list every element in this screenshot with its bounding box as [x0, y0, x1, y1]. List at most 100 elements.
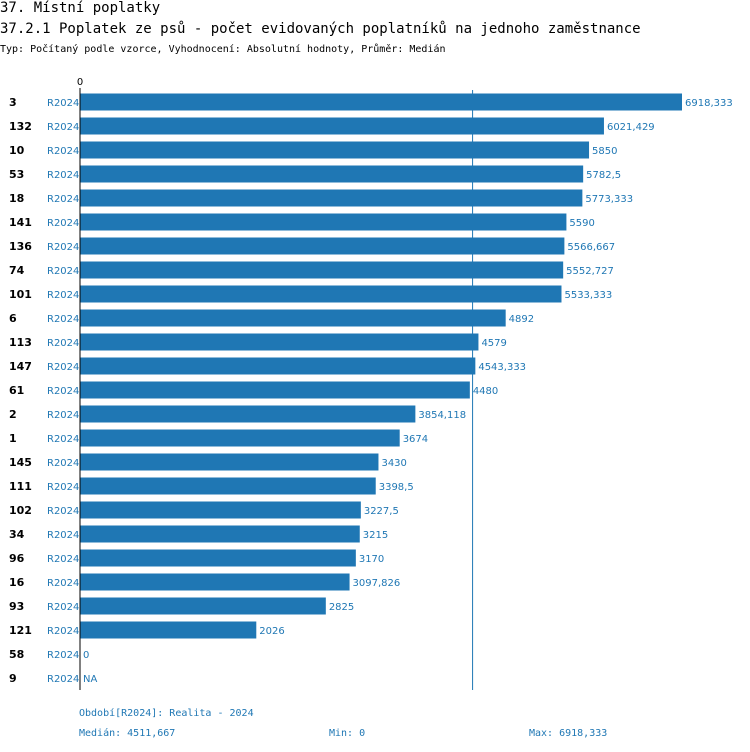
row-id-label: 121 — [9, 624, 32, 637]
row-series-label: R2024 — [47, 530, 79, 541]
row-series-label: R2024 — [47, 266, 79, 277]
footer-period: Období[R2024]: Realita - 2024 — [79, 708, 254, 719]
bar-value-label: 6021,429 — [607, 122, 655, 133]
row-id-label: 6 — [9, 312, 17, 325]
row-series-label: R2024 — [47, 194, 79, 205]
row-series-label: R2024 — [47, 290, 79, 301]
bar — [80, 285, 562, 303]
row-series-label: R2024 — [47, 410, 79, 421]
bar-value-label: 3170 — [359, 554, 384, 565]
row-series-label: R2024 — [47, 626, 79, 637]
bar — [80, 333, 479, 351]
bar-value-label: NA — [83, 674, 97, 685]
row-id-label: 101 — [9, 288, 32, 301]
bar — [80, 501, 361, 519]
bar-value-label: 3430 — [381, 458, 406, 469]
row-id-label: 132 — [9, 120, 32, 133]
bar-value-label: 5850 — [592, 146, 617, 157]
bar-value-label: 2026 — [259, 626, 284, 637]
footer-max: Max: 6918,333 — [529, 728, 608, 739]
bar — [80, 93, 682, 111]
bar-value-label: 6918,333 — [685, 98, 733, 109]
row-series-label: R2024 — [47, 602, 79, 613]
bar-value-label: 5552,727 — [566, 266, 614, 277]
row-id-label: 145 — [9, 456, 32, 469]
row-id-label: 10 — [9, 144, 25, 157]
row-series-label: R2024 — [47, 434, 79, 445]
bar-value-label: 4480 — [473, 386, 498, 397]
bar — [80, 237, 565, 255]
bar — [80, 165, 584, 183]
row-series-label: R2024 — [47, 386, 79, 397]
row-series-label: R2024 — [47, 674, 79, 685]
row-series-label: R2024 — [47, 362, 79, 373]
row-id-label: 113 — [9, 336, 32, 349]
bar — [80, 189, 583, 207]
bar — [80, 357, 476, 375]
bar-value-label: 3674 — [403, 434, 428, 445]
row-series-label: R2024 — [47, 338, 79, 349]
bar-value-label: 5566,667 — [567, 242, 615, 253]
row-id-label: 34 — [9, 528, 25, 541]
row-id-label: 58 — [9, 648, 24, 661]
bar — [80, 477, 376, 495]
bar — [80, 621, 257, 639]
bar-value-label: 0 — [83, 650, 89, 661]
bar-value-label: 3854,118 — [418, 410, 466, 421]
bar — [80, 597, 326, 615]
row-series-label: R2024 — [47, 554, 79, 565]
row-series-label: R2024 — [47, 242, 79, 253]
bar — [80, 549, 356, 567]
row-id-label: 147 — [9, 360, 32, 373]
section-title: 37. Místní poplatky — [0, 0, 161, 16]
row-series-label: R2024 — [47, 482, 79, 493]
bar-value-label: 5533,333 — [564, 290, 612, 301]
row-series-label: R2024 — [47, 98, 79, 109]
row-series-label: R2024 — [47, 122, 79, 133]
row-id-label: 3 — [9, 96, 17, 109]
row-id-label: 2 — [9, 408, 17, 421]
row-id-label: 53 — [9, 168, 24, 181]
row-id-label: 1 — [9, 432, 17, 445]
row-id-label: 102 — [9, 504, 32, 517]
row-series-label: R2024 — [47, 578, 79, 589]
bar — [80, 309, 506, 327]
row-id-label: 9 — [9, 672, 17, 685]
bar-value-label: 3215 — [363, 530, 388, 541]
bar — [80, 405, 416, 423]
bar-value-label: 4579 — [481, 338, 506, 349]
bar-value-label: 3398,5 — [379, 482, 414, 493]
row-id-label: 111 — [9, 480, 32, 493]
row-id-label: 136 — [9, 240, 32, 253]
bar — [80, 261, 564, 279]
bar — [80, 213, 567, 231]
x-axis-tick-label: 0 — [77, 77, 83, 88]
row-series-label: R2024 — [47, 506, 79, 517]
row-id-label: 61 — [9, 384, 24, 397]
row-id-label: 96 — [9, 552, 25, 565]
footer-min: Min: 0 — [329, 728, 366, 739]
bar-value-label: 4543,333 — [478, 362, 526, 373]
row-series-label: R2024 — [47, 314, 79, 325]
row-id-label: 93 — [9, 600, 24, 613]
bar — [80, 525, 360, 543]
row-id-label: 74 — [9, 264, 25, 277]
row-id-label: 141 — [9, 216, 32, 229]
chart-subtitle: Typ: Počítaný podle vzorce, Vyhodnocení:… — [0, 44, 446, 55]
bar-value-label: 3097,826 — [353, 578, 401, 589]
bar — [80, 453, 379, 471]
row-id-label: 16 — [9, 576, 25, 589]
bar — [80, 141, 590, 159]
bar — [80, 381, 470, 399]
bar-value-label: 5782,5 — [586, 170, 621, 181]
bar — [80, 573, 350, 591]
row-series-label: R2024 — [47, 170, 79, 181]
bar — [80, 429, 400, 447]
footer-median: Medián: 4511,667 — [79, 728, 176, 739]
row-series-label: R2024 — [47, 218, 79, 229]
row-id-label: 18 — [9, 192, 24, 205]
bar-value-label: 3227,5 — [364, 506, 399, 517]
row-series-label: R2024 — [47, 458, 79, 469]
row-series-label: R2024 — [47, 650, 79, 661]
